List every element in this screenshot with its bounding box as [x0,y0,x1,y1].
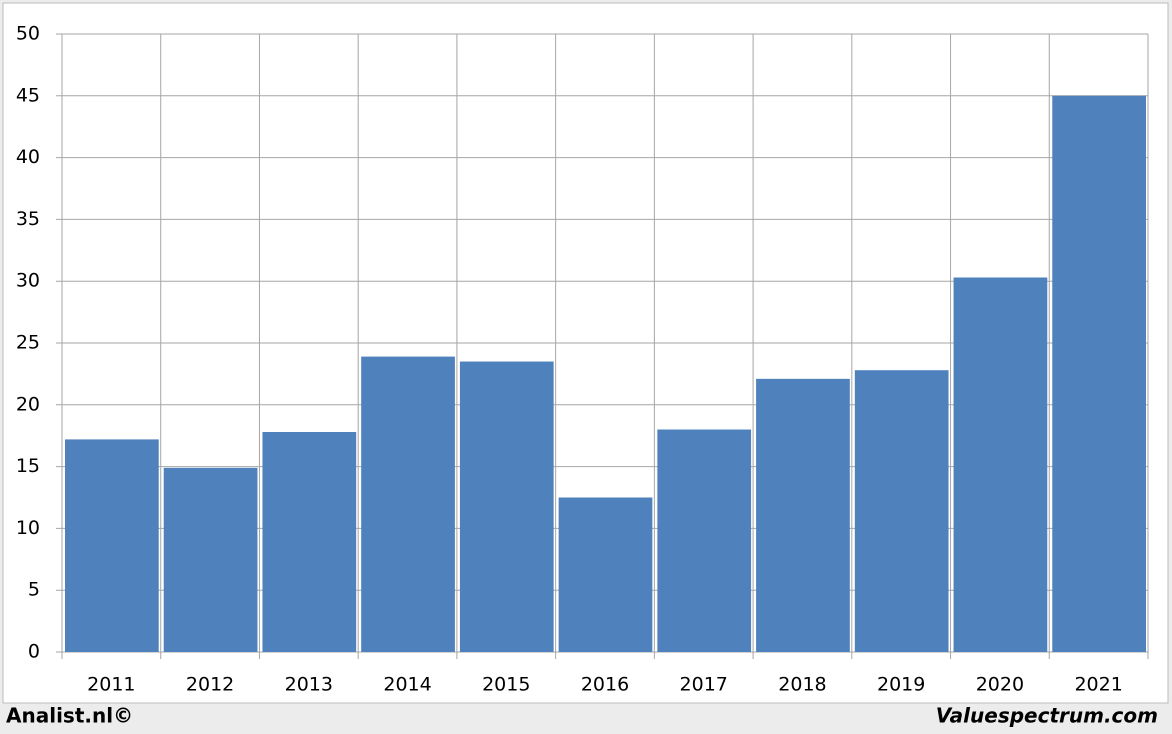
y-tick-label: 35 [16,208,40,230]
x-tick-label: 2013 [285,674,333,696]
x-tick-label: 2020 [976,674,1024,696]
x-tick-label: 2012 [186,674,234,696]
y-tick-label: 5 [28,579,40,601]
y-tick-label: 30 [16,270,40,292]
x-tick-label: 2016 [581,674,629,696]
bar [361,356,455,652]
y-tick-label: 0 [28,641,40,663]
y-tick-label: 10 [16,517,40,539]
bar [262,431,357,652]
x-tick-label: 2018 [778,674,826,696]
y-tick-label: 50 [16,23,40,45]
y-tick-label: 40 [16,146,40,168]
x-tick-label: 2014 [383,674,431,696]
x-tick-label: 2019 [877,674,925,696]
y-tick-label: 15 [16,455,40,477]
bar [459,361,554,652]
y-tick-label: 25 [16,332,40,354]
bar [65,439,159,652]
bar [1052,95,1146,653]
x-tick-label: 2017 [680,674,728,696]
bar [163,467,258,652]
y-tick-label: 45 [16,84,40,106]
bar [756,378,850,652]
bar [558,497,653,652]
x-tick-label: 2011 [87,674,135,696]
y-tick-label: 20 [16,393,40,415]
bar [854,370,949,652]
bar [657,429,752,652]
footer-right: Valuespectrum.com [936,704,1158,728]
x-tick-label: 2015 [482,674,530,696]
bar [953,277,1048,652]
footer-left: Analist.nl© [6,704,133,728]
x-tick-label: 2021 [1074,674,1122,696]
